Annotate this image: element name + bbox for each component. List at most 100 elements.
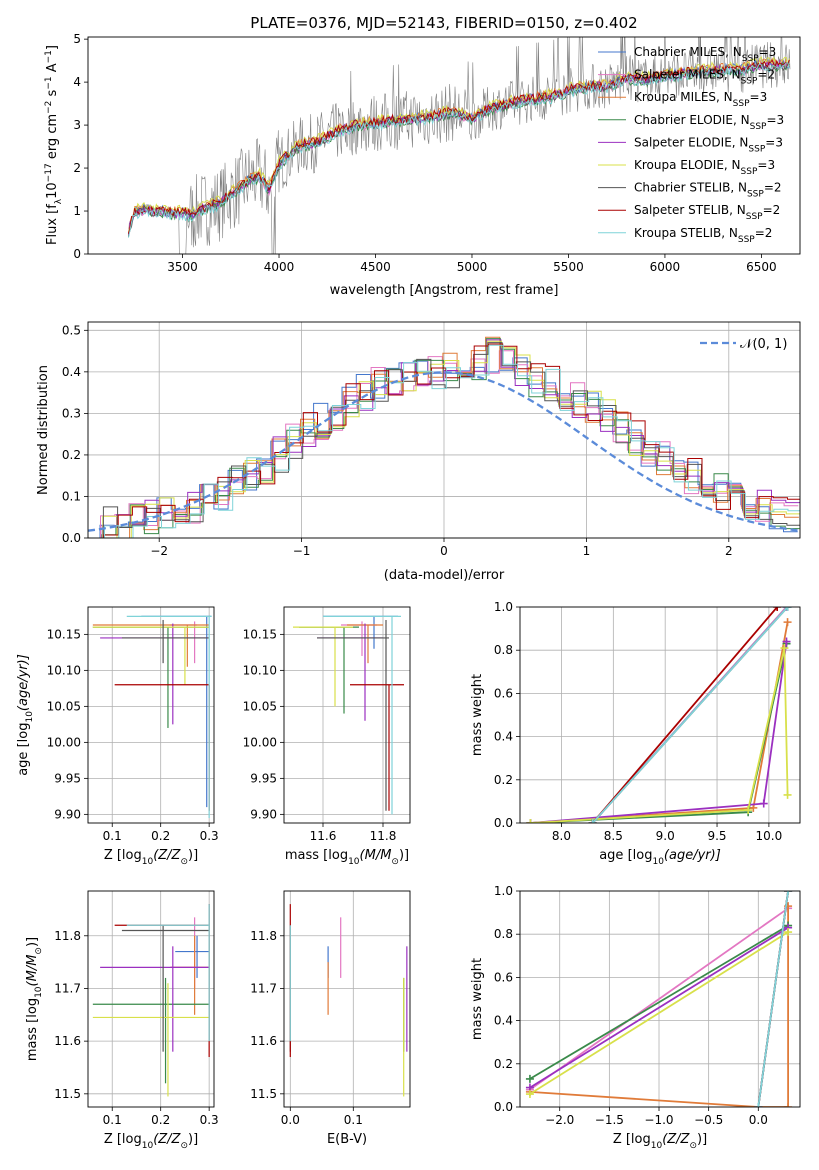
weight-vs-Z-xlabel-part: 10 bbox=[651, 1141, 663, 1151]
spectrum-ytick-label: 3 bbox=[73, 118, 81, 132]
figure-title: PLATE=0376, MJD=52143, FIBERID=0150, z=0… bbox=[250, 14, 637, 32]
residual-histogram-kroupa-miles bbox=[88, 336, 799, 538]
legend-entry-label-part: Chabrier STELIB, N bbox=[634, 181, 747, 195]
residual-xlabel: (data-model)/error bbox=[384, 568, 505, 583]
age-vs-Z-ytick-label: 9.95 bbox=[54, 771, 81, 785]
residuals-ytick-label: 0.4 bbox=[62, 365, 81, 379]
age-vs-Z-xlabel-part: 10 bbox=[142, 857, 154, 867]
spectrum-ylabel-part: −1 bbox=[44, 50, 54, 63]
weight-vs-Z-series-line bbox=[529, 906, 789, 1107]
weight-vs-Z-series-line bbox=[757, 891, 789, 1107]
legend-entry-label-part: =3 bbox=[759, 45, 777, 59]
age-vs-Z-ytick-label: 9.90 bbox=[54, 807, 81, 821]
spectrum-ylabel-part: −2 bbox=[44, 101, 54, 114]
weight-vs-age-series-line bbox=[530, 621, 789, 823]
age-vs-Z-ytick-label: 10.10 bbox=[47, 663, 81, 677]
mass-vs-EBV-xtick-label: 0.0 bbox=[281, 1113, 300, 1127]
weight-vs-age-xlabel-part: age [log bbox=[599, 848, 652, 863]
spectrum-xtick-label: 5000 bbox=[457, 260, 488, 274]
age-vs-mass-ytick-label: 9.95 bbox=[250, 771, 277, 785]
weight-vs-age-xlabel: age [log10(age/yr)] bbox=[599, 848, 721, 867]
weight-vs-Z-ytick-label: 0.6 bbox=[494, 970, 513, 984]
mass-vs-EBV-frame bbox=[283, 890, 411, 1108]
weight-vs-age-axes: 8.0 8.5 9.0 9.5 10.0 0.0 0.2 0.4 0.6 0.8 1.0 bbox=[494, 600, 801, 843]
legend-entry-label-part: =3 bbox=[766, 113, 784, 127]
mass-vs-EBV-ytick-label: 11.8 bbox=[250, 929, 277, 943]
legend-entry-label-part: SSP bbox=[750, 122, 767, 132]
spectrum-ylabel-part: λ bbox=[54, 198, 64, 204]
legend-entry-label-part: Salpeter MILES, N bbox=[634, 68, 741, 82]
residuals-xtick-label: 0 bbox=[440, 544, 448, 558]
age-vs-mass-xlabel-part: (M/M bbox=[360, 848, 392, 863]
weight-vs-age-ytick-label: 0.4 bbox=[494, 730, 513, 744]
weight-vs-age-ylabel: mass weight bbox=[470, 674, 485, 756]
weight-vs-age-marker bbox=[588, 819, 597, 823]
spectrum-plot bbox=[128, 37, 791, 254]
legend-entry-label-part: Kroupa ELODIE, N bbox=[634, 158, 741, 172]
spectrum-ylabel-part: Flux [f bbox=[45, 204, 60, 245]
mass-vs-Z-ytick-label: 11.6 bbox=[54, 1034, 81, 1048]
weight-vs-Z-series-line bbox=[529, 907, 789, 1091]
age-vs-mass-plot bbox=[293, 615, 404, 815]
mass-vs-Z-xlabel: Z [log10(Z/Z⊙)] bbox=[104, 1132, 198, 1151]
mass-vs-Z-xlabel-part: (Z/Z bbox=[153, 1132, 181, 1147]
mass-vs-EBV-ytick-label: 11.5 bbox=[250, 1087, 277, 1101]
weight-vs-age-xtick-label: 8.0 bbox=[552, 829, 571, 843]
age-vs-Z-ylabel-part: (age/yr)] bbox=[16, 654, 31, 711]
mass-vs-Z-frame bbox=[87, 890, 215, 1108]
weight-vs-age-series-line bbox=[530, 643, 788, 823]
weight-vs-age-ytick-label: 1.0 bbox=[494, 600, 513, 614]
spectrum-ytick-label: 5 bbox=[73, 32, 81, 46]
legend-entry-label-part: SSP bbox=[741, 77, 758, 87]
residual-histogram-salpeter-miles bbox=[88, 350, 799, 538]
legend-entry-label-part: Chabrier MILES, N bbox=[634, 45, 742, 59]
mass-vs-Z-ylabel: mass [log10(M/M⊙)] bbox=[25, 937, 44, 1061]
weight-vs-age-xtick-label: 8.5 bbox=[604, 829, 623, 843]
mass-vs-EBV-plot bbox=[289, 904, 408, 1097]
age-vs-mass-ytick-label: 10.15 bbox=[243, 627, 277, 641]
spectrum-ytick-label: 1 bbox=[73, 204, 81, 218]
spectrum-ytick-label: 4 bbox=[73, 75, 81, 89]
age-vs-mass-xlabel: mass [log10(M/M⊙)] bbox=[285, 848, 409, 867]
weight-vs-Z-marker bbox=[784, 928, 793, 937]
residuals-plot bbox=[88, 336, 800, 538]
legend-entry-label-part: =3 bbox=[765, 135, 783, 149]
mass-vs-EBV-ytick-label: 11.7 bbox=[250, 981, 277, 995]
residuals-xtick-label: 2 bbox=[725, 544, 733, 558]
legend-entry-label-part: SSP bbox=[746, 212, 763, 222]
weight-vs-Z-series-line bbox=[529, 926, 789, 1089]
weight-vs-Z-marker bbox=[525, 1074, 534, 1083]
mass-vs-EBV-xtick-label: 0.1 bbox=[344, 1113, 363, 1127]
weight-vs-age-xlabel-part: 10 bbox=[652, 857, 664, 867]
weight-vs-age-ytick-label: 0.2 bbox=[494, 773, 513, 787]
weight-vs-Z-xlabel-part: ⊙ bbox=[689, 1141, 697, 1151]
age-vs-Z-ytick-label: 10.00 bbox=[47, 735, 81, 749]
spectrum-xtick-label: 5500 bbox=[553, 260, 584, 274]
mass-vs-Z-xlabel-part: ⊙ bbox=[180, 1141, 188, 1151]
legend-entry-label: Kroupa ELODIE, NSSP=3 bbox=[634, 158, 775, 177]
spectrum-ylabel-part: −1 bbox=[44, 76, 54, 89]
weight-vs-Z-xtick-label: −1.0 bbox=[644, 1113, 673, 1127]
weight-vs-age-marker bbox=[783, 618, 792, 627]
weight-vs-age-marker bbox=[783, 790, 792, 799]
age-vs-Z-xlabel-part: ⊙ bbox=[180, 857, 188, 867]
age-vs-mass-ytick-label: 10.05 bbox=[243, 699, 277, 713]
spectrum-xtick-label: 4500 bbox=[360, 260, 391, 274]
residuals-ytick-label: 0.3 bbox=[62, 406, 81, 420]
spectrum-ytick-label: 0 bbox=[73, 247, 81, 261]
weight-vs-age-series-line bbox=[530, 647, 789, 823]
mass-vs-EBV-xlabel: E(B-V) bbox=[327, 1132, 367, 1147]
residuals-ytick-label: 0.5 bbox=[62, 323, 81, 337]
age-vs-mass-xtick-label: 11.8 bbox=[370, 829, 397, 843]
mass-vs-Z-ylabel-part: mass [log bbox=[25, 998, 40, 1061]
weight-vs-Z-ytick-label: 0.4 bbox=[494, 1014, 513, 1028]
weight-vs-Z-xtick-label: 0.0 bbox=[749, 1113, 768, 1127]
age-vs-mass-xlabel-part: ⊙ bbox=[391, 857, 399, 867]
weight-vs-Z-xlabel-part: Z [log bbox=[613, 1132, 651, 1147]
weight-vs-age-marker bbox=[744, 806, 753, 815]
weight-vs-age-plot bbox=[526, 607, 792, 823]
legend-entry-label-part: Salpeter ELODIE, N bbox=[634, 135, 748, 149]
mass-vs-Z-xtick-label: 0.1 bbox=[103, 1113, 122, 1127]
residuals-ytick-label: 0.0 bbox=[62, 531, 81, 545]
